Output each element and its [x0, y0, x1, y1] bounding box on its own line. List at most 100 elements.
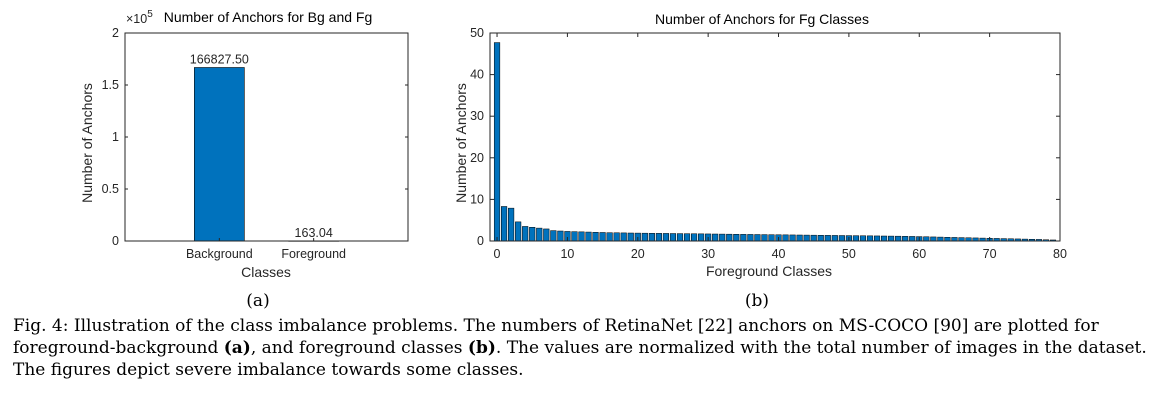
bar-class-38 — [761, 234, 768, 242]
chart-a-exponent-base: ×10 — [126, 12, 147, 26]
chart-a-xlabel: Classes — [241, 264, 291, 280]
y-tick-label: 0.5 — [102, 182, 119, 196]
chart-b-title: Number of Anchors for Fg Classes — [655, 11, 869, 27]
y-tick-label: 50 — [470, 26, 484, 40]
chart-bg-fg: Number of Anchors for Bg and Fg ×105 166… — [79, 9, 409, 311]
bar-class-32 — [719, 233, 726, 242]
chart-b-y-ticks: 0 10 20 30 40 50 — [470, 26, 1060, 248]
chart-a-y-ticks: 0 0.5 1 1.5 2 — [102, 26, 408, 248]
bar-class-27 — [683, 233, 691, 242]
bar-class-26 — [676, 233, 684, 242]
bar-class-1 — [501, 206, 508, 242]
chart-a-title: Number of Anchors for Bg and Fg — [164, 9, 373, 25]
x-tick-label: 10 — [560, 247, 574, 261]
bar-class-41 — [782, 234, 789, 242]
bar-class-62 — [930, 236, 937, 242]
chart-a-data-labels: 166827.50 163.04 — [190, 52, 333, 239]
chart-a-x-ticks: Background Foreground — [186, 238, 346, 261]
bar-class-16 — [606, 232, 613, 242]
bar-class-51 — [852, 235, 859, 242]
data-label-background: 166827.50 — [190, 52, 249, 66]
bar-class-65 — [951, 237, 958, 242]
caption-ref-b: (b) — [467, 338, 496, 358]
chart-b-bars — [493, 42, 1057, 242]
chart-a-exponent-power: 5 — [147, 9, 153, 20]
chart-fg-classes: Number of Anchors for Fg Classes 0 10 20 30… — [453, 11, 1067, 311]
caption-text-2: , and foreground classes — [250, 338, 468, 358]
bar-class-19 — [627, 232, 634, 242]
bar-class-4 — [522, 226, 529, 242]
y-tick-label: 2 — [112, 26, 119, 40]
bar-class-56 — [888, 235, 895, 242]
bar-class-44 — [803, 234, 810, 242]
bar-class-43 — [796, 234, 803, 242]
bar-class-48 — [831, 235, 838, 242]
bar-class-5 — [529, 227, 536, 242]
bar-class-47 — [824, 235, 831, 242]
bar-class-9 — [557, 230, 564, 242]
y-tick-label: 0 — [112, 234, 119, 248]
chart-a-axes-box — [124, 32, 409, 242]
bar-class-6 — [536, 227, 543, 242]
bar-class-36 — [747, 234, 754, 242]
bar-class-13 — [585, 231, 592, 242]
x-tick-label: 60 — [912, 247, 926, 261]
bar-class-59 — [909, 236, 916, 242]
x-tick-label: 50 — [842, 247, 856, 261]
y-tick-label: 30 — [470, 109, 484, 123]
bar-class-25 — [669, 233, 677, 242]
bar-class-11 — [571, 231, 578, 242]
bar-class-23 — [655, 233, 662, 242]
y-tick-label: 10 — [470, 192, 484, 206]
bar-class-24 — [662, 233, 669, 242]
x-tick-label: 20 — [631, 247, 645, 261]
x-tick-label: 30 — [701, 247, 715, 261]
x-tick-label: 0 — [494, 247, 501, 261]
chart-b-ylabel: Number of Anchors — [453, 83, 469, 203]
bar-class-61 — [923, 236, 930, 242]
bar-class-58 — [902, 236, 909, 242]
x-tick-label: 80 — [1053, 247, 1067, 261]
bar-background — [194, 67, 245, 242]
data-label-foreground: 163.04 — [295, 226, 333, 240]
y-tick-label: 1.5 — [102, 78, 119, 92]
caption-ref-a: (a) — [223, 338, 251, 358]
bar-class-2 — [508, 207, 515, 242]
bar-class-54 — [873, 235, 881, 242]
x-tick-label-background: Background — [186, 247, 253, 261]
chart-b-sub-label: (b) — [745, 291, 769, 311]
chart-a-sub-label: (a) — [246, 291, 269, 311]
figure-caption: Fig. 4: Illustration of the class imbala… — [13, 315, 1148, 381]
bar-class-8 — [550, 230, 557, 242]
chart-a-exponent: ×105 — [126, 9, 153, 26]
x-tick-label: 40 — [772, 247, 786, 261]
bar-class-49 — [838, 235, 845, 242]
bar-class-18 — [620, 232, 627, 242]
bar-class-63 — [937, 236, 944, 242]
bar-class-3 — [515, 221, 522, 242]
y-tick-label: 40 — [470, 68, 484, 82]
bar-class-66 — [958, 237, 965, 242]
bar-class-34 — [733, 234, 740, 242]
bar-class-17 — [613, 232, 620, 242]
chart-b-axes-box — [489, 32, 1061, 242]
chart-a-bars — [194, 67, 339, 242]
bar-class-22 — [648, 233, 655, 242]
bar-class-29 — [698, 233, 705, 242]
y-tick-label: 20 — [470, 151, 484, 165]
bar-class-64 — [944, 237, 951, 242]
bar-class-15 — [599, 232, 606, 242]
bar-class-52 — [859, 235, 867, 242]
bar-class-12 — [578, 231, 585, 242]
chart-b-xlabel: Foreground Classes — [706, 263, 832, 279]
bar-class-21 — [641, 232, 648, 242]
bar-class-31 — [712, 233, 719, 242]
x-tick-label: 70 — [983, 247, 997, 261]
bar-class-55 — [881, 235, 888, 242]
bar-class-53 — [866, 235, 874, 242]
bar-class-14 — [592, 232, 599, 242]
chart-a-ylabel: Number of Anchors — [79, 83, 95, 203]
bar-class-46 — [817, 235, 824, 242]
y-tick-label: 0 — [477, 234, 484, 248]
